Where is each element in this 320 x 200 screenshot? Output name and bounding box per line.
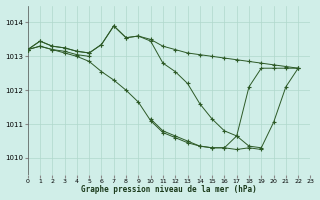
X-axis label: Graphe pression niveau de la mer (hPa): Graphe pression niveau de la mer (hPa) bbox=[81, 185, 257, 194]
